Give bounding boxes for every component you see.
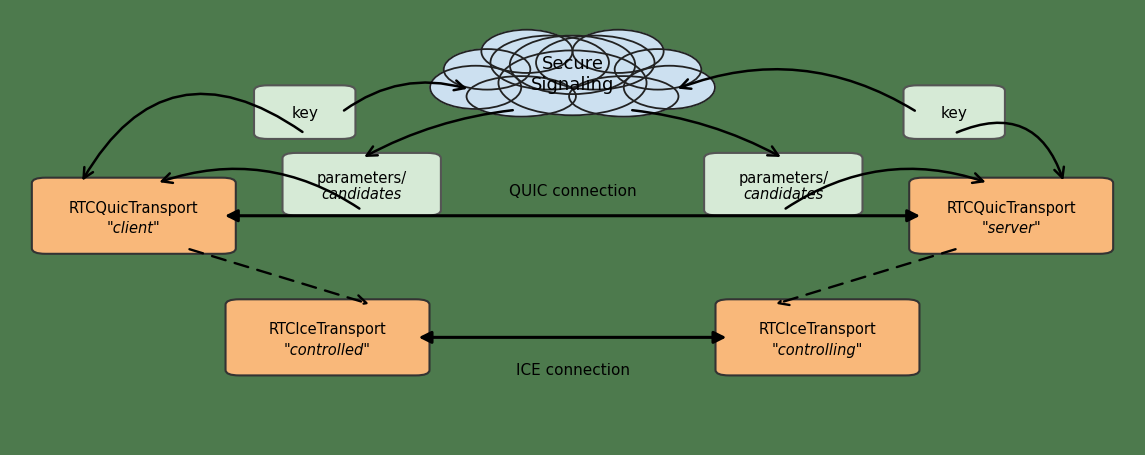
Text: "client": "client" bbox=[106, 221, 160, 236]
FancyBboxPatch shape bbox=[704, 154, 862, 216]
FancyBboxPatch shape bbox=[32, 178, 236, 254]
Text: RTCIceTransport: RTCIceTransport bbox=[269, 322, 386, 337]
Text: parameters/: parameters/ bbox=[317, 171, 406, 186]
FancyBboxPatch shape bbox=[283, 154, 441, 216]
Ellipse shape bbox=[490, 36, 609, 91]
Ellipse shape bbox=[624, 66, 714, 110]
FancyBboxPatch shape bbox=[226, 300, 429, 375]
FancyBboxPatch shape bbox=[909, 178, 1113, 254]
Ellipse shape bbox=[536, 36, 655, 91]
Text: candidates: candidates bbox=[322, 187, 402, 202]
Ellipse shape bbox=[615, 50, 701, 91]
FancyBboxPatch shape bbox=[254, 86, 355, 140]
Ellipse shape bbox=[569, 77, 679, 117]
Text: key: key bbox=[941, 106, 968, 121]
Text: RTCQuicTransport: RTCQuicTransport bbox=[947, 200, 1076, 215]
Ellipse shape bbox=[466, 77, 576, 117]
Text: ICE connection: ICE connection bbox=[515, 362, 630, 377]
FancyBboxPatch shape bbox=[903, 86, 1005, 140]
FancyBboxPatch shape bbox=[716, 300, 919, 375]
Text: parameters/: parameters/ bbox=[739, 171, 828, 186]
Ellipse shape bbox=[481, 30, 572, 74]
Text: "server": "server" bbox=[981, 221, 1041, 236]
Text: RTCIceTransport: RTCIceTransport bbox=[759, 322, 876, 337]
Ellipse shape bbox=[431, 66, 521, 110]
Ellipse shape bbox=[498, 51, 647, 116]
Text: "controlling": "controlling" bbox=[772, 342, 863, 357]
Text: QUIC connection: QUIC connection bbox=[508, 183, 637, 198]
Text: RTCQuicTransport: RTCQuicTransport bbox=[69, 200, 198, 215]
Text: "controlled": "controlled" bbox=[284, 342, 371, 357]
Text: candidates: candidates bbox=[743, 187, 823, 202]
Ellipse shape bbox=[444, 50, 530, 91]
Ellipse shape bbox=[572, 30, 664, 74]
Text: key: key bbox=[291, 106, 318, 121]
Text: Secure
Signaling: Secure Signaling bbox=[531, 56, 614, 94]
Ellipse shape bbox=[510, 36, 635, 95]
